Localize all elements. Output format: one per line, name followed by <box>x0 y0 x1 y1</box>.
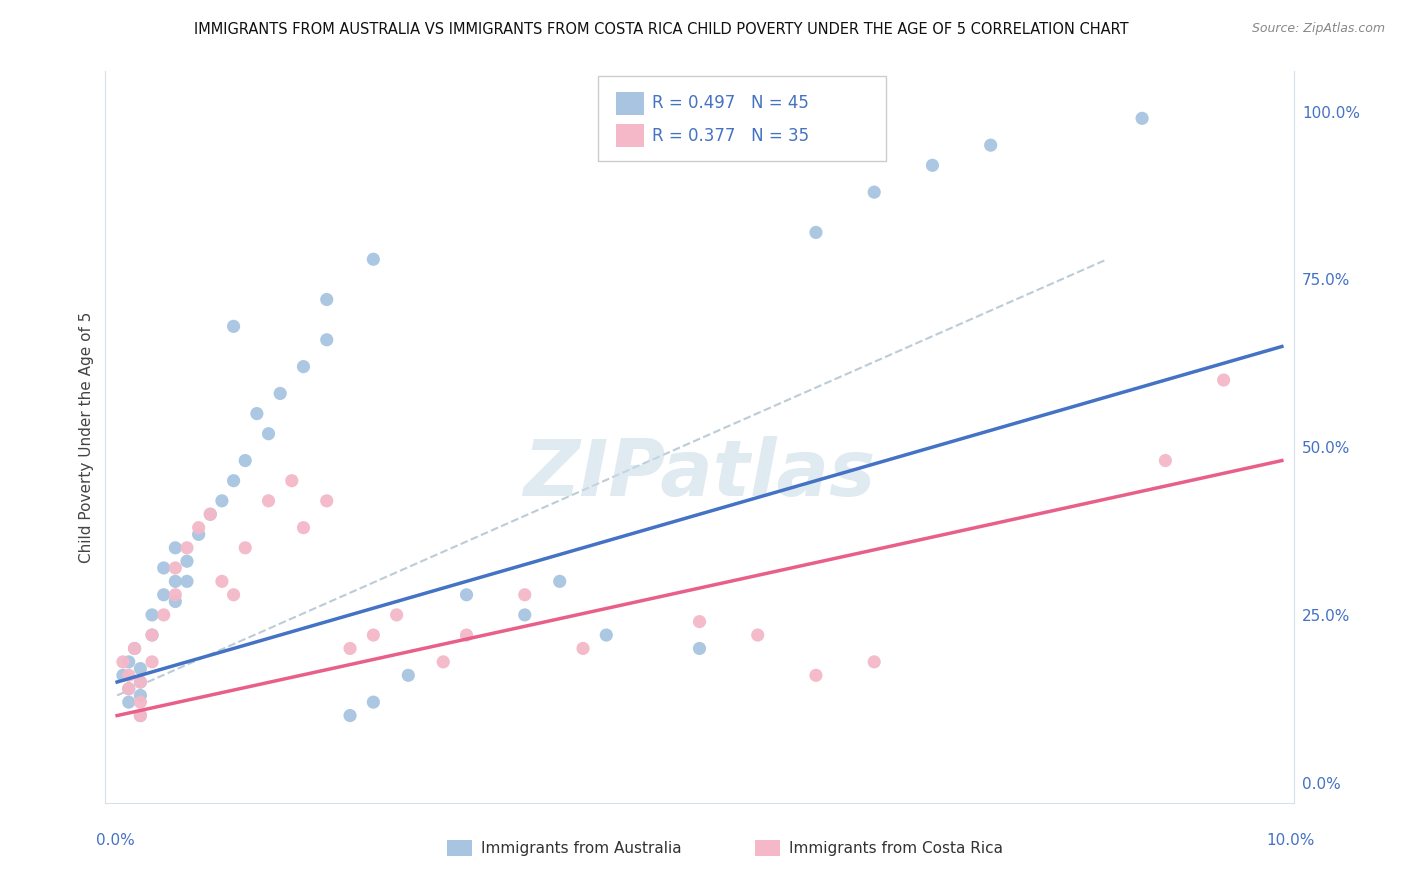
Point <box>118 695 141 709</box>
Point <box>233 453 256 467</box>
Point <box>152 607 174 622</box>
Point <box>363 695 385 709</box>
Text: 10.0%: 10.0% <box>1267 833 1315 847</box>
Point <box>292 521 315 535</box>
Point <box>124 641 146 656</box>
Text: ZIPatlas: ZIPatlas <box>523 435 876 512</box>
Point <box>165 588 187 602</box>
Point <box>165 541 187 555</box>
Point <box>921 158 943 172</box>
Point <box>257 493 280 508</box>
Point <box>363 252 385 267</box>
Point <box>257 426 280 441</box>
Point <box>165 594 187 608</box>
Point <box>269 386 291 401</box>
Point <box>804 668 827 682</box>
Point <box>118 681 141 696</box>
Point <box>176 554 198 568</box>
Point <box>688 615 710 629</box>
Point <box>688 641 710 656</box>
Point <box>111 668 134 682</box>
Point <box>863 655 886 669</box>
Y-axis label: Child Poverty Under the Age of 5: Child Poverty Under the Age of 5 <box>79 311 94 563</box>
Point <box>141 655 163 669</box>
Point <box>152 561 174 575</box>
Point <box>129 675 152 690</box>
Point <box>111 655 134 669</box>
Point <box>222 588 245 602</box>
Text: Immigrants from Australia: Immigrants from Australia <box>481 841 682 855</box>
Point <box>363 628 385 642</box>
Point <box>222 319 245 334</box>
Point <box>211 574 233 589</box>
Point <box>572 641 595 656</box>
Point <box>513 607 536 622</box>
Point <box>129 708 152 723</box>
Point <box>339 641 361 656</box>
Point <box>385 607 408 622</box>
Point <box>129 708 152 723</box>
Text: 0.0%: 0.0% <box>96 833 135 847</box>
Text: R = 0.377   N = 35: R = 0.377 N = 35 <box>652 127 810 145</box>
Point <box>863 185 886 199</box>
Point <box>513 588 536 602</box>
Point <box>804 226 827 240</box>
Point <box>1212 373 1234 387</box>
Point <box>129 662 152 676</box>
Point <box>187 527 209 541</box>
Point <box>152 588 174 602</box>
Point <box>211 493 233 508</box>
Point <box>118 681 141 696</box>
Point <box>292 359 315 374</box>
Point <box>315 493 337 508</box>
Point <box>548 574 571 589</box>
Point <box>315 293 337 307</box>
Point <box>141 607 163 622</box>
Text: Immigrants from Costa Rica: Immigrants from Costa Rica <box>789 841 1002 855</box>
Point <box>200 508 222 522</box>
Point <box>233 541 256 555</box>
Point <box>595 628 617 642</box>
Point <box>129 675 152 690</box>
Point <box>129 689 152 703</box>
Point <box>118 668 141 682</box>
Point <box>165 574 187 589</box>
Point <box>141 628 163 642</box>
Point <box>980 138 1002 153</box>
Point <box>200 508 222 522</box>
Point <box>129 695 152 709</box>
Point <box>141 628 163 642</box>
Point <box>747 628 769 642</box>
Point <box>315 333 337 347</box>
Point <box>187 521 209 535</box>
Point <box>246 407 269 421</box>
Point <box>118 655 141 669</box>
Point <box>165 561 187 575</box>
Point <box>339 708 361 723</box>
Point <box>396 668 419 682</box>
Text: IMMIGRANTS FROM AUSTRALIA VS IMMIGRANTS FROM COSTA RICA CHILD POVERTY UNDER THE : IMMIGRANTS FROM AUSTRALIA VS IMMIGRANTS … <box>194 22 1128 37</box>
Point <box>176 574 198 589</box>
Point <box>281 474 304 488</box>
Text: R = 0.497   N = 45: R = 0.497 N = 45 <box>652 95 810 112</box>
Point <box>222 474 245 488</box>
Text: Source: ZipAtlas.com: Source: ZipAtlas.com <box>1251 22 1385 36</box>
Point <box>432 655 454 669</box>
Point <box>176 541 198 555</box>
Point <box>1154 453 1177 467</box>
Point <box>1130 112 1153 126</box>
Point <box>456 628 478 642</box>
Point <box>456 588 478 602</box>
Point <box>124 641 146 656</box>
